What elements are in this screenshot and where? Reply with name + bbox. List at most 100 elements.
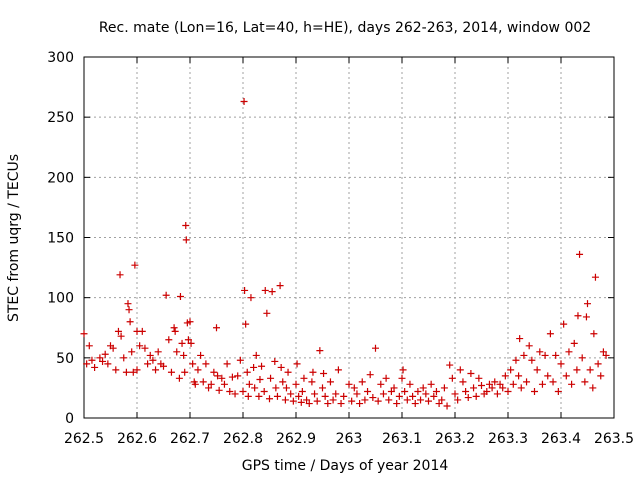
data-point: [298, 388, 306, 396]
data-point: [289, 397, 297, 405]
data-point: [133, 366, 141, 374]
y-tick-label: 200: [47, 170, 74, 186]
data-point: [215, 386, 223, 394]
data-point: [141, 344, 149, 352]
data-point: [146, 351, 154, 359]
data-point: [427, 380, 435, 388]
data-point: [531, 388, 538, 396]
data-point: [597, 372, 605, 380]
data-point: [83, 360, 91, 368]
x-tick-label: 263.3: [488, 431, 528, 447]
x-tick-label: 263.4: [541, 431, 581, 447]
data-point: [231, 390, 239, 398]
data-point: [419, 384, 427, 392]
data-point: [101, 350, 109, 358]
data-point: [377, 380, 385, 388]
data-point: [565, 348, 573, 356]
data-point: [316, 347, 324, 355]
data-point: [554, 388, 562, 396]
data-point: [573, 366, 581, 374]
data-point: [504, 388, 512, 396]
data-point: [493, 390, 501, 398]
data-point: [116, 271, 124, 279]
data-point: [409, 392, 417, 400]
data-point: [214, 372, 222, 380]
data-point: [432, 388, 440, 396]
data-point: [562, 372, 570, 380]
data-point: [549, 378, 557, 386]
data-point: [496, 380, 504, 388]
data-point: [385, 396, 393, 404]
chart-title: Rec. mate (Lon=16, Lat=40, h=HE), days 2…: [99, 20, 591, 36]
data-point: [475, 374, 483, 382]
data-point: [570, 339, 578, 347]
y-tick-label: 250: [47, 110, 74, 126]
data-point: [126, 318, 134, 326]
data-point: [528, 356, 536, 364]
data-point: [470, 384, 478, 392]
data-point: [186, 318, 194, 326]
data-point: [538, 380, 546, 388]
data-point: [122, 368, 130, 376]
data-point: [182, 221, 190, 229]
data-point: [478, 382, 485, 390]
data-point: [80, 330, 88, 338]
data-point: [207, 380, 215, 388]
data-point: [191, 380, 199, 388]
data-point: [112, 366, 120, 374]
data-point: [258, 362, 266, 370]
data-point: [390, 384, 398, 392]
data-point: [382, 374, 390, 382]
data-point: [194, 366, 202, 374]
data-point: [517, 384, 525, 392]
data-point: [507, 366, 515, 374]
data-point: [356, 400, 364, 408]
data-point: [282, 384, 290, 392]
data-point: [337, 400, 345, 408]
data-point: [509, 380, 517, 388]
data-point: [568, 380, 576, 388]
data-point: [96, 354, 104, 362]
data-point: [271, 357, 279, 365]
data-point: [590, 330, 598, 338]
x-tick-label: 262.7: [170, 431, 210, 447]
data-point: [345, 380, 353, 388]
data-point: [243, 368, 251, 376]
data-point: [202, 360, 210, 368]
data-point: [319, 384, 326, 392]
grid-lines: [84, 57, 614, 418]
data-point: [536, 348, 544, 356]
data-point: [448, 374, 456, 382]
data-point: [181, 368, 189, 376]
data-point: [591, 273, 599, 281]
y-tick-label: 150: [47, 231, 74, 247]
data-point: [165, 336, 173, 344]
data-point: [88, 356, 96, 364]
data-point: [255, 392, 263, 400]
data-point: [582, 313, 590, 321]
data-point: [144, 360, 152, 368]
data-point: [210, 368, 218, 376]
data-point: [313, 397, 321, 405]
data-point: [104, 360, 112, 368]
x-tick-label: 262.6: [117, 431, 157, 447]
data-point: [387, 388, 395, 396]
x-axis-label: GPS time / Days of year 2014: [242, 458, 449, 474]
data-point: [425, 397, 432, 405]
y-tick-label: 0: [65, 411, 74, 427]
data-point: [541, 351, 549, 359]
data-point: [213, 324, 220, 332]
data-point: [440, 384, 448, 392]
data-point: [220, 380, 228, 388]
data-point: [292, 380, 300, 388]
data-point: [205, 384, 213, 392]
data-point: [472, 392, 480, 400]
data-point: [488, 384, 496, 392]
data-point: [267, 374, 275, 382]
x-tick-label: 263.2: [435, 431, 475, 447]
data-point: [125, 306, 133, 314]
data-point: [350, 384, 358, 392]
data-point: [236, 356, 244, 364]
data-point: [324, 400, 332, 408]
x-tick-label: 263: [336, 431, 363, 447]
